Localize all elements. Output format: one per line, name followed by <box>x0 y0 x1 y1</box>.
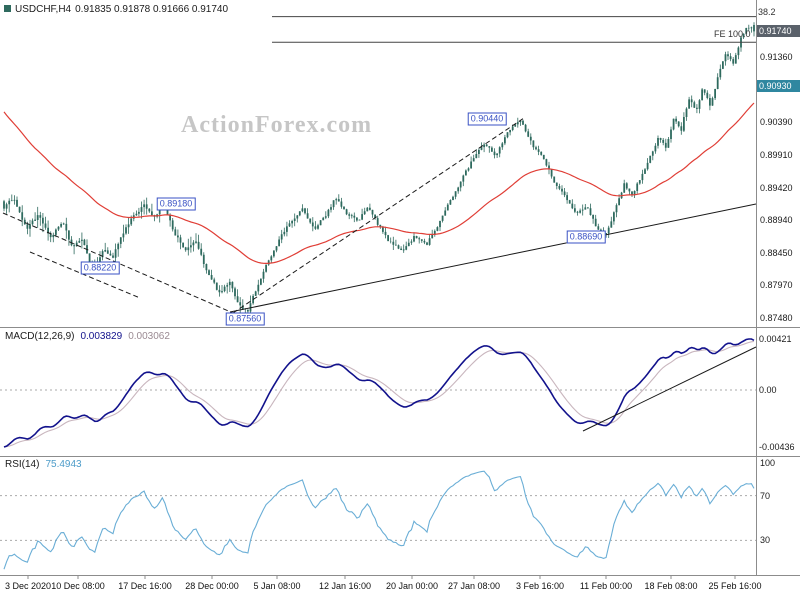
rsi-axis-label: 100 <box>760 458 776 468</box>
macd-header: MACD(12,26,9) 0.003829 0.003062 <box>5 331 170 342</box>
macd-axis-label: -0.00436 <box>759 442 795 452</box>
macd-axis-label: 0.00 <box>759 385 777 395</box>
symbol-ohlc-header: USDCHF,H4 0.91835 0.91878 0.91666 0.91740 <box>4 4 232 15</box>
time-axis-label: 5 Jan 08:00 <box>253 581 301 591</box>
swing-price-tag: 0.88690 <box>566 230 606 244</box>
price-level-box: 0.90930 <box>757 80 800 92</box>
ohlc-values: 0.91835 0.91878 0.91666 0.91740 <box>75 4 229 15</box>
current-price-box: 0.91740 <box>757 25 800 37</box>
time-axis-label: 3 Dec 2020 <box>4 581 52 591</box>
time-axis-label: 20 Jan 00:00 <box>385 581 439 591</box>
dashed-trendline <box>2 212 234 314</box>
swing-price-tag: 0.89180 <box>156 197 196 211</box>
time-axis-label: 18 Feb 08:00 <box>644 581 698 591</box>
macd-axis-label: 0.00421 <box>759 334 792 344</box>
price-axis-label: 0.87480 <box>760 313 793 323</box>
rsi-header: RSI(14) 75.4943 <box>5 459 82 470</box>
macd-signal-line <box>3 340 755 448</box>
time-axis-label: 12 Jan 16:00 <box>318 581 372 591</box>
chart-icon <box>4 5 11 12</box>
price-axis-label: 0.90390 <box>760 117 793 127</box>
symbol-label: USDCHF,H4 <box>15 4 72 15</box>
price-axis-label: 0.91360 <box>760 52 793 62</box>
macd-trendline <box>582 346 757 432</box>
price-axis-label: 0.87970 <box>760 280 793 290</box>
rsi-label: RSI(14) <box>5 459 40 470</box>
price-axis-label: 0.88940 <box>760 215 793 225</box>
time-axis-label: 17 Dec 16:00 <box>118 581 172 591</box>
moving-average-line <box>3 102 755 265</box>
swing-price-tag: 0.87560 <box>225 312 265 326</box>
macd-label: MACD(12,26,9) <box>5 331 75 342</box>
swing-price-tag: 0.90440 <box>467 112 507 126</box>
watermark: ActionForex.com <box>181 112 373 138</box>
price-axis-label: 0.89910 <box>760 150 793 160</box>
price-axis-label: 0.89420 <box>760 183 793 193</box>
solid-trendline <box>229 203 757 313</box>
time-axis-label: 25 Feb 16:00 <box>708 581 762 591</box>
time-axis-label: 11 Feb 00:00 <box>579 581 633 591</box>
time-axis-label: 27 Jan 08:00 <box>447 581 501 591</box>
rsi-axis-label: 30 <box>760 535 771 545</box>
rsi-value: 75.4943 <box>45 459 82 470</box>
fib-label: FE 100.0 <box>714 29 751 39</box>
macd-value: 0.003829 <box>80 331 123 342</box>
macd-signal-value: 0.003062 <box>128 331 170 342</box>
time-axis-label: 3 Feb 16:00 <box>515 581 565 591</box>
price-axis-label: 0.88450 <box>760 248 793 258</box>
swing-price-tag: 0.88220 <box>80 261 120 275</box>
time-axis-label: 10 Dec 08:00 <box>51 581 105 591</box>
dashed-trendline <box>232 117 525 314</box>
fib-label: 38.2 <box>758 7 776 17</box>
dashed-trendline <box>29 251 141 299</box>
rsi-line <box>3 470 755 570</box>
time-axis-label: 28 Dec 00:00 <box>185 581 239 591</box>
rsi-axis-label: 70 <box>760 491 771 501</box>
macd-line <box>3 338 755 448</box>
